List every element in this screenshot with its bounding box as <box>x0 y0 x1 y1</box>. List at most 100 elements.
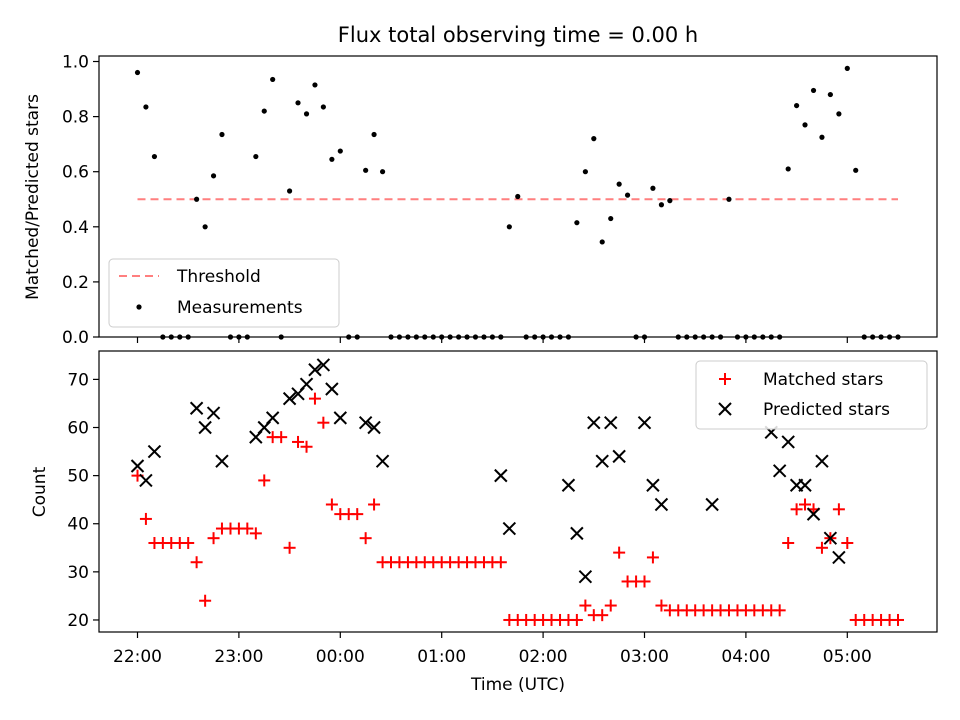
predicted-star-point <box>375 454 390 468</box>
measurement-point <box>802 122 808 128</box>
measurement-point <box>261 108 267 114</box>
measurement-point <box>287 188 293 194</box>
measurement-point <box>616 181 622 187</box>
predicted-star-point <box>570 526 584 541</box>
predicted-star-point <box>316 358 331 372</box>
bottom-axes-frame <box>98 350 938 633</box>
legend-matched-label: Matched stars <box>763 370 883 390</box>
x-tick-label: 05:00 <box>823 647 872 667</box>
bottom-x-ticks: 22:00 23:00 00:00 01:00 02:00 03:00 04:00 05:00 <box>113 632 872 667</box>
matched-star-point <box>359 532 372 545</box>
chart-title: Flux total observing time = 0.00 h <box>338 23 698 47</box>
measurement-point <box>303 111 310 117</box>
bottom-y-ticks: 20 30 40 50 60 70 <box>67 370 99 631</box>
bottom-legend-box <box>695 360 928 430</box>
predicted-star-point <box>265 411 280 425</box>
measurement-point <box>329 156 335 162</box>
top-y-axis-label: Matched/Predicted stars <box>23 94 43 300</box>
measurement-point <box>202 224 208 230</box>
measurement-point <box>853 167 859 173</box>
x-tick-label: 02:00 <box>519 647 568 667</box>
matched-star-point <box>283 541 296 554</box>
matched-star-point <box>655 599 668 612</box>
matched-star-point <box>604 599 617 612</box>
predicted-star-point <box>637 415 652 430</box>
predicted-star-point <box>823 531 838 545</box>
predicted-star-point <box>646 478 660 492</box>
matched-star-point <box>596 609 609 622</box>
predicted-star-point <box>189 401 204 415</box>
predicted-star-point <box>832 550 846 565</box>
measurement-point <box>785 166 791 172</box>
predicted-star-point <box>325 382 339 396</box>
measurement-point <box>371 131 377 138</box>
measurement-point <box>363 167 369 173</box>
top-y-tick-label: 0.6 <box>62 163 89 183</box>
predicted-star-point <box>587 415 601 430</box>
matched-star-point <box>832 503 845 516</box>
bottom-y-tick-label: 30 <box>67 563 89 583</box>
matched-star-point <box>790 503 803 516</box>
predicted-star-point <box>308 363 322 377</box>
legend-measurements-label: Measurements <box>177 298 303 318</box>
matched-star-point <box>613 546 626 559</box>
bottom-plot-marks <box>130 358 904 626</box>
predicted-star-point <box>772 464 787 478</box>
predicted-star-point <box>604 415 618 430</box>
matched-star-point <box>275 431 288 444</box>
matched-star-point <box>638 575 651 588</box>
top-y-tick-label: 0.4 <box>62 218 89 238</box>
matched-star-point <box>308 392 321 405</box>
top-plot-marks <box>134 65 901 340</box>
matched-star-point <box>207 532 220 545</box>
top-panel: Flux total observing time = 0.00 h 0.00.… <box>23 23 938 348</box>
measurement-point <box>591 136 597 142</box>
measurement-point <box>270 76 276 83</box>
predicted-star-point <box>578 569 593 584</box>
predicted-star-point <box>358 415 373 430</box>
legend-matched-swatch <box>719 373 731 385</box>
predicted-star-point <box>215 454 229 468</box>
measurement-point <box>337 148 343 154</box>
top-y-tick-label: 1.0 <box>62 53 89 73</box>
legend-predicted-label: Predicted stars <box>763 400 890 420</box>
top-y-ticks: 0.0 0.2 0.4 0.6 0.8 1.0 <box>62 53 99 348</box>
measurement-point <box>844 65 850 71</box>
x-tick-label: 01:00 <box>417 647 466 667</box>
matched-star-point <box>300 440 313 453</box>
predicted-star-point <box>815 454 829 468</box>
measurement-point <box>134 69 141 76</box>
matched-star-point <box>579 599 592 612</box>
predicted-star-point <box>595 454 609 468</box>
matched-star-point <box>841 536 854 549</box>
measurement-point <box>151 153 158 160</box>
matched-star-point <box>199 594 212 607</box>
measurement-point <box>819 134 825 140</box>
predicted-star-point <box>612 449 626 464</box>
predicted-star-point <box>299 377 314 391</box>
measurement-point <box>810 87 817 94</box>
bottom-y-axis-label: Count <box>30 466 50 517</box>
predicted-star-point <box>367 420 381 435</box>
bottom-y-tick-label: 70 <box>67 370 89 390</box>
matched-star-point <box>570 613 583 626</box>
measurement-point <box>599 239 605 245</box>
matched-star-point <box>241 522 254 535</box>
measurement-point <box>194 196 200 202</box>
top-y-tick-label: 0.2 <box>62 273 89 293</box>
measurement-point <box>312 82 318 88</box>
measurement-point <box>574 220 580 226</box>
measurement-point <box>515 193 521 200</box>
predicted-star-point <box>781 435 795 449</box>
measurement-point <box>608 215 614 222</box>
x-tick-label: 23:00 <box>214 647 263 667</box>
predicted-star-point <box>333 411 348 425</box>
measurement-point <box>379 169 386 175</box>
matched-star-point <box>182 536 195 549</box>
top-x-ticks <box>136 337 848 343</box>
x-tick-label: 00:00 <box>316 647 365 667</box>
matched-star-point <box>815 541 828 554</box>
x-tick-label: 03:00 <box>620 647 669 667</box>
x-tick-label: 22:00 <box>113 647 162 667</box>
